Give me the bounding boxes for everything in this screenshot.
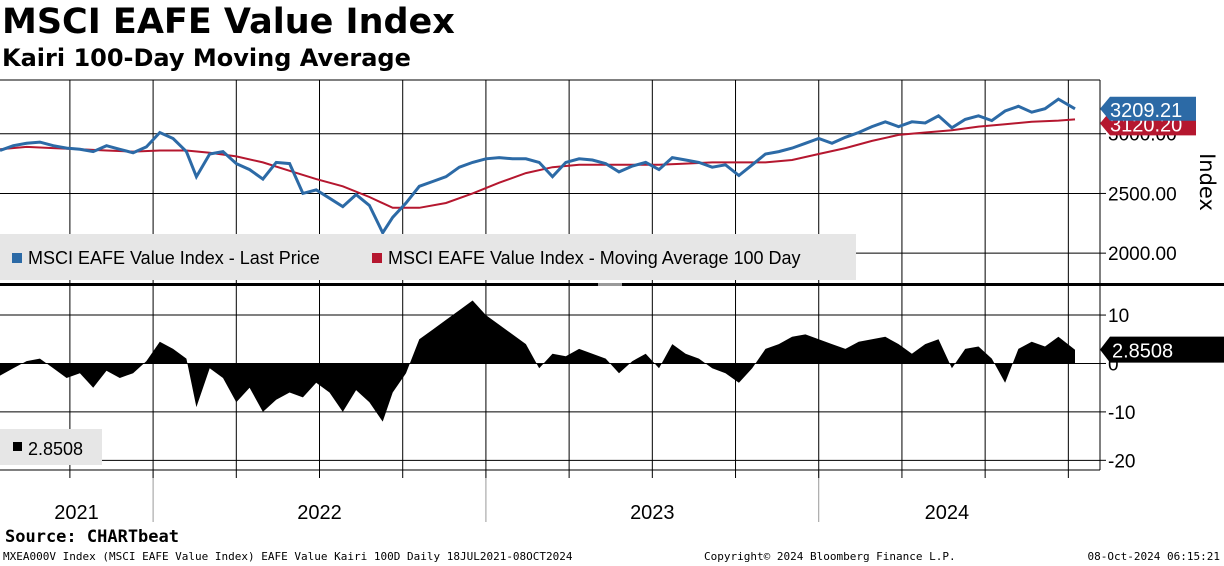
kairi-last-value-badge-text: 2.8508: [1112, 341, 1173, 363]
x-axis-year-label: 2024: [925, 502, 970, 524]
kairi-last-value-badge-shape: [1100, 336, 1224, 363]
panel-resize-handle[interactable]: [598, 283, 622, 286]
timestamp: 08-Oct-2024 06:15:21: [1087, 550, 1220, 563]
legend-label-kairi: 2.8508: [28, 439, 83, 459]
ticker-info: MXEA000V Index (MSCI EAFE Value Index) E…: [3, 550, 573, 563]
kairi-histogram: [0, 300, 1075, 422]
last-price-last-value-badge-text: 3209.21: [1110, 100, 1182, 122]
upper-legend-box: [0, 234, 856, 280]
upper-y-axis-label: Index: [1195, 153, 1219, 211]
chart-title: MSCI EAFE Value Index: [2, 2, 455, 42]
last-price-series-line: [0, 97, 1076, 236]
source-note: Source: CHARTbeat: [5, 527, 179, 547]
legend-swatch-moving-average: [372, 253, 382, 263]
copyright-note: Copyright© 2024 Bloomberg Finance L.P.: [704, 550, 956, 563]
legend-label-moving-average: MSCI EAFE Value Index - Moving Average 1…: [388, 248, 801, 268]
legend-swatch-kairi: [13, 442, 22, 451]
lower-y-tick-label: 10: [1108, 306, 1129, 327]
lower-y-tick-label: 0: [1108, 354, 1119, 375]
last-price-last-value-badge-shape: [1100, 96, 1196, 121]
lower-y-tick-label: -20: [1108, 451, 1135, 472]
x-axis-year-label: 2021: [54, 502, 99, 524]
chart-subtitle: Kairi 100-Day Moving Average: [2, 44, 411, 72]
legend-swatch-last-price: [12, 253, 22, 263]
x-axis-year-label: 2023: [630, 502, 675, 524]
kairi-last-value-badge: 2.8508: [1100, 336, 1224, 363]
upper-y-tick-label: 2000.00: [1108, 244, 1177, 265]
x-axis: 2021 2022 2023 2024: [54, 470, 1069, 524]
last-price-last-value-badge: 3209.21: [1100, 96, 1196, 122]
legend-label-last-price: MSCI EAFE Value Index - Last Price: [28, 248, 320, 268]
lower-y-tick-label: -10: [1108, 403, 1135, 424]
lower-panel: -20 -10 0 10 2.8508 2.8508: [0, 286, 1224, 472]
moving-average-series-line: [0, 118, 1076, 209]
upper-y-tick-label: 2500.00: [1108, 184, 1177, 205]
x-axis-year-label: 2022: [297, 502, 342, 524]
lower-last-value-badge: 2.8508: [1100, 336, 1224, 363]
lower-gridlines: [0, 286, 1100, 470]
lower-y-axis: -20 -10 0 10: [1100, 306, 1135, 472]
